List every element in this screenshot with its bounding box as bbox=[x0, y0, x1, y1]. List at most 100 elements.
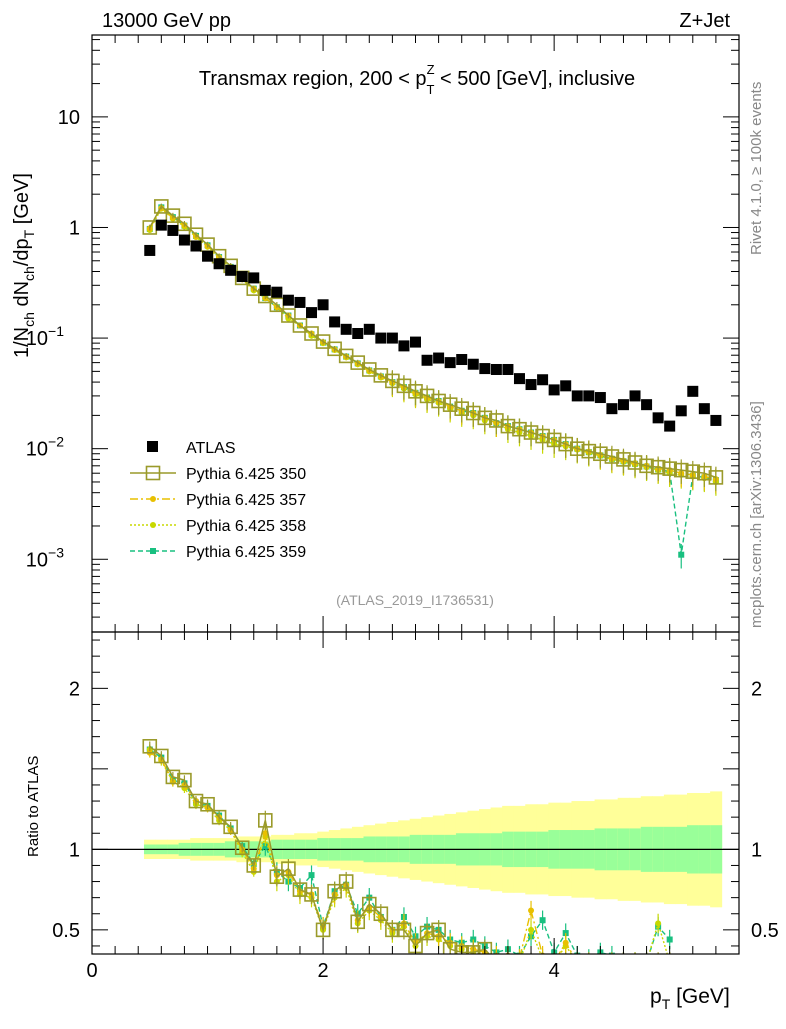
ratio-point bbox=[597, 959, 603, 965]
ratio-uncertainty-bands bbox=[92, 791, 739, 908]
ratio-point bbox=[516, 956, 522, 962]
axes-layer: 10−3 10−2 10−1 1 10 0 2 4 0.5 0.5 1 1 2 2 bbox=[26, 35, 779, 982]
ratio-point bbox=[605, 956, 618, 969]
data-point bbox=[396, 378, 412, 394]
atlas-point bbox=[259, 284, 271, 296]
atlas-point bbox=[456, 354, 468, 366]
ratio-point bbox=[663, 956, 676, 969]
data-point bbox=[627, 455, 643, 470]
atlas-point bbox=[375, 332, 387, 344]
legend-marker bbox=[150, 522, 156, 528]
ratio-point bbox=[632, 959, 638, 965]
ratio-ytick-label-right: 1 bbox=[751, 839, 762, 861]
ratio-point bbox=[258, 813, 273, 828]
ratio-point bbox=[338, 874, 354, 889]
data-point bbox=[569, 441, 585, 456]
data-point bbox=[678, 551, 685, 558]
ratio-point bbox=[586, 959, 592, 965]
ratio-point bbox=[246, 858, 262, 873]
atlas-point bbox=[329, 316, 341, 328]
atlas-point bbox=[606, 403, 618, 415]
legend-label: ATLAS bbox=[186, 440, 236, 457]
ratio-point bbox=[269, 869, 285, 885]
atlas-point bbox=[444, 357, 456, 369]
data-point bbox=[662, 461, 677, 476]
ratio-line bbox=[149, 745, 491, 954]
legend-entry-pythia-6-425-358: Pythia 6.425 358 bbox=[130, 518, 306, 535]
xlabel: pT [GeV] bbox=[650, 985, 730, 1012]
data-point bbox=[281, 308, 296, 323]
atlas-point bbox=[421, 354, 433, 366]
atlas-point bbox=[352, 328, 364, 339]
data-point bbox=[154, 199, 169, 214]
data-point bbox=[489, 413, 504, 428]
data-point bbox=[431, 393, 446, 409]
legend-entry-pythia-6-425-357: Pythia 6.425 357 bbox=[130, 492, 306, 509]
ratio-point bbox=[154, 748, 169, 764]
main-frame bbox=[91, 34, 740, 633]
atlas-point bbox=[306, 307, 318, 319]
ratio-point bbox=[609, 959, 615, 965]
ratio-point bbox=[361, 896, 377, 912]
ratio-point bbox=[477, 941, 493, 954]
ratio-point bbox=[640, 956, 653, 969]
data-point bbox=[500, 418, 516, 434]
ratio-point bbox=[620, 959, 626, 965]
svg-text:1/Nch dNch/dpT [GeV]: 1/Nch dNch/dpT [GeV] bbox=[11, 173, 37, 358]
data-point bbox=[639, 458, 654, 474]
data-point bbox=[442, 397, 458, 412]
ratio-point bbox=[667, 959, 673, 965]
atlas-point bbox=[594, 392, 606, 404]
ratio-series-layer bbox=[142, 739, 676, 969]
ratio-point bbox=[454, 945, 470, 954]
ratio-point bbox=[396, 922, 412, 938]
atlas-point bbox=[398, 340, 410, 352]
ratio-point bbox=[562, 939, 569, 946]
atlas-point bbox=[479, 363, 491, 375]
atlas-point bbox=[525, 379, 537, 391]
legend-label: Pythia 6.425 350 bbox=[186, 466, 306, 483]
atlas-point bbox=[467, 358, 479, 370]
atlas-point bbox=[502, 363, 514, 375]
ratio-point bbox=[177, 772, 192, 788]
legend: ATLAS Pythia 6.425 350 Pythia 6.425 357 Pyt… bbox=[130, 440, 306, 561]
ratio-point bbox=[442, 941, 458, 954]
ratio-point bbox=[501, 956, 514, 969]
svg-text:pT [GeV]: pT [GeV] bbox=[650, 985, 730, 1012]
data-point bbox=[385, 373, 400, 389]
data-point bbox=[454, 401, 470, 416]
ratio-series-pythia-6-425-350 bbox=[142, 739, 676, 969]
ratio-point bbox=[525, 956, 538, 969]
data-point bbox=[558, 436, 573, 452]
main-ylabel: 1/Nch dNch/dpT [GeV] bbox=[11, 173, 37, 358]
ratio-point bbox=[431, 922, 446, 938]
data-point bbox=[373, 368, 389, 383]
data-point bbox=[604, 449, 620, 464]
atlas-point bbox=[652, 412, 664, 424]
atlas-point bbox=[236, 271, 248, 283]
atlas-point bbox=[294, 296, 306, 308]
ratio-point bbox=[308, 872, 315, 879]
data-point bbox=[581, 443, 597, 459]
data-point bbox=[408, 384, 423, 399]
legend-marker bbox=[150, 548, 156, 554]
data-point bbox=[477, 410, 493, 426]
atlas-point bbox=[583, 390, 595, 402]
header-left-label: 13000 GeV pp bbox=[102, 10, 231, 32]
ratio-point bbox=[540, 956, 546, 962]
ratio-frame bbox=[91, 631, 740, 955]
ratio-point bbox=[539, 917, 546, 924]
atlas-point bbox=[698, 403, 710, 415]
atlas-point bbox=[202, 250, 214, 262]
ratio-point bbox=[211, 809, 227, 825]
data-point bbox=[708, 470, 724, 485]
ratio-point bbox=[165, 769, 181, 785]
ratio-point bbox=[536, 956, 549, 969]
data-point bbox=[292, 318, 308, 333]
data-point bbox=[177, 216, 192, 232]
atlas-point bbox=[410, 336, 421, 348]
main-ytick-label: 1 bbox=[69, 217, 80, 239]
xtick-label: 2 bbox=[318, 960, 329, 982]
legend-label: Pythia 6.425 357 bbox=[186, 492, 306, 509]
